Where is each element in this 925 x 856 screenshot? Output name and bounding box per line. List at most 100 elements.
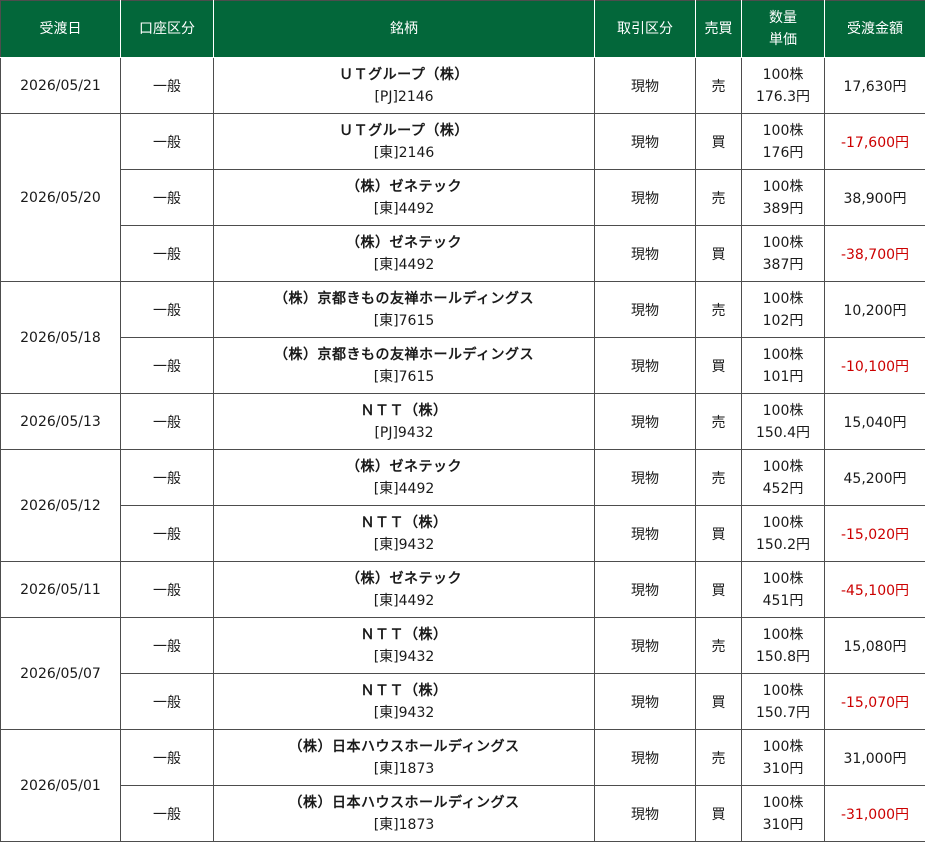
security-name: ＮＴＴ（株） — [360, 514, 448, 531]
unit-price: 150.2円 — [755, 536, 811, 553]
qty-price-cell: 100株 150.4円 — [741, 393, 825, 450]
side-cell: 売 — [695, 169, 742, 226]
qty-price-cell: 100株 150.7円 — [741, 673, 825, 730]
settlement-amount-cell: 17,630円 — [824, 57, 925, 114]
account-type-cell: 一般 — [120, 57, 214, 114]
header-amount: 受渡金額 — [824, 0, 925, 58]
quantity: 100株 — [762, 234, 804, 251]
settlement-amount-cell: -17,600円 — [824, 113, 925, 170]
unit-price: 176円 — [762, 144, 804, 161]
security-cell: ＵＴグループ（株） [PJ]2146 — [213, 57, 595, 114]
trade-type-cell: 現物 — [594, 561, 696, 618]
trade-type-cell: 現物 — [594, 337, 696, 394]
settlement-date-cell: 2026/05/18 — [0, 281, 121, 394]
header-row: 受渡日 口座区分 銘柄 取引区分 売買 数量 単価 受渡金額 — [0, 0, 925, 58]
table-row: 一般 （株）ゼネテック [東]4492 現物買 100株 387円 -38,700円 — [1, 225, 925, 282]
settlement-amount-cell: 10,200円 — [824, 281, 925, 338]
side-cell: 売 — [695, 57, 742, 114]
security-code: [東]9432 — [373, 536, 435, 553]
security-code: [東]9432 — [373, 704, 435, 721]
header-account: 口座区分 — [120, 0, 214, 58]
quantity: 100株 — [762, 122, 804, 139]
security-cell: ＵＴグループ（株） [東]2146 — [213, 113, 595, 170]
quantity: 100株 — [762, 458, 804, 475]
security-name: （株）京都きもの友禅ホールディングス — [273, 290, 535, 307]
table-row: 2026/05/20 一般 ＵＴグループ（株） [東]2146 現物買 100株 176円 -… — [0, 113, 925, 282]
header-qty: 数量 — [769, 10, 797, 26]
quantity: 100株 — [762, 290, 804, 307]
header-price: 単価 — [769, 32, 797, 48]
side-cell: 売 — [695, 281, 742, 338]
security-cell: （株）京都きもの友禅ホールディングス [東]7615 — [213, 281, 595, 338]
settlement-amount-cell: -15,020円 — [824, 505, 925, 562]
trade-type-cell: 現物 — [594, 393, 696, 450]
qty-price-cell: 100株 452円 — [741, 449, 825, 506]
security-code: [東]4492 — [373, 256, 435, 273]
table-header: 受渡日 口座区分 銘柄 取引区分 売買 数量 単価 受渡金額 — [0, 0, 925, 58]
account-type-cell: 一般 — [120, 169, 214, 226]
table-row: 2026/05/12 一般 （株）ゼネテック [東]4492 現物売 100株 452円 45… — [0, 449, 925, 562]
trade-type-cell: 現物 — [594, 617, 696, 674]
table-row: 一般 （株）日本ハウスホールディングス [東]1873 現物買 100株 310円 -31,… — [1, 785, 925, 842]
quantity: 100株 — [762, 682, 804, 699]
security-code: [東]1873 — [373, 816, 435, 833]
settlement-amount-cell: 38,900円 — [824, 169, 925, 226]
security-cell: （株）日本ハウスホールディングス [東]1873 — [213, 785, 595, 842]
side-cell: 売 — [695, 393, 742, 450]
qty-price-cell: 100株 101円 — [741, 337, 825, 394]
settlement-amount-cell: 15,040円 — [824, 393, 925, 450]
qty-price-cell: 100株 150.8円 — [741, 617, 825, 674]
unit-price: 389円 — [762, 200, 804, 217]
trade-type-cell: 現物 — [594, 281, 696, 338]
quantity: 100株 — [762, 570, 804, 587]
quantity: 100株 — [762, 514, 804, 531]
qty-price-cell: 100株 389円 — [741, 169, 825, 226]
table-body: 2026/05/21 一般 ＵＴグループ（株） [PJ]2146 現物売 100株 176.… — [0, 57, 925, 842]
account-type-cell: 一般 — [120, 729, 214, 786]
security-cell: （株）ゼネテック [東]4492 — [213, 169, 595, 226]
security-code: [東]4492 — [373, 200, 435, 217]
settlement-date-cell: 2026/05/12 — [0, 449, 121, 562]
security-code: [東]1873 — [373, 760, 435, 777]
header-trade-type: 取引区分 — [594, 0, 696, 58]
side-cell: 売 — [695, 449, 742, 506]
table-row: 一般 （株）京都きもの友禅ホールディングス [東]7615 現物買 100株 101円 -1… — [1, 337, 925, 394]
security-code: [東]7615 — [373, 312, 435, 329]
table-row: 2026/05/13 一般 ＮＴＴ（株） [PJ]9432 現物売 100株 150.4円 1… — [0, 393, 925, 450]
table-row: 2026/05/11 一般 （株）ゼネテック [東]4492 現物買 100株 451円 -4… — [0, 561, 925, 618]
security-code: [東]7615 — [373, 368, 435, 385]
account-type-cell: 一般 — [120, 449, 214, 506]
settlement-amount-cell: 15,080円 — [824, 617, 925, 674]
unit-price: 102円 — [762, 312, 804, 329]
security-cell: （株）京都きもの友禅ホールディングス [東]7615 — [213, 337, 595, 394]
account-type-cell: 一般 — [120, 505, 214, 562]
security-cell: ＮＴＴ（株） [東]9432 — [213, 673, 595, 730]
security-name: （株）日本ハウスホールディングス — [288, 738, 520, 755]
security-name: （株）ゼネテック — [346, 178, 462, 195]
security-name: ＵＴグループ（株） — [339, 66, 469, 83]
qty-price-cell: 100株 310円 — [741, 729, 825, 786]
side-cell: 売 — [695, 617, 742, 674]
trade-type-cell: 現物 — [594, 505, 696, 562]
table-row: 2026/05/07 一般 ＮＴＴ（株） [東]9432 現物売 100株 150.8円 15… — [0, 617, 925, 730]
table-row: 2026/05/21 一般 ＵＴグループ（株） [PJ]2146 現物売 100株 176.… — [0, 57, 925, 114]
security-cell: ＮＴＴ（株） [東]9432 — [213, 617, 595, 674]
trade-type-cell: 現物 — [594, 729, 696, 786]
settlement-date-cell: 2026/05/07 — [0, 617, 121, 730]
security-name: （株）ゼネテック — [346, 234, 462, 251]
qty-price-cell: 100株 150.2円 — [741, 505, 825, 562]
security-name: ＵＴグループ（株） — [339, 122, 469, 139]
side-cell: 買 — [695, 561, 742, 618]
security-code: [東]4492 — [373, 480, 435, 497]
side-cell: 買 — [695, 337, 742, 394]
settlement-date-cell: 2026/05/13 — [0, 393, 121, 450]
security-code: [東]4492 — [373, 592, 435, 609]
security-code: [PJ]2146 — [374, 88, 434, 105]
security-name: （株）日本ハウスホールディングス — [288, 794, 520, 811]
trade-type-cell: 現物 — [594, 113, 696, 170]
unit-price: 150.7円 — [755, 704, 811, 721]
settlement-amount-cell: -45,100円 — [824, 561, 925, 618]
quantity: 100株 — [762, 626, 804, 643]
trade-type-cell: 現物 — [594, 673, 696, 730]
